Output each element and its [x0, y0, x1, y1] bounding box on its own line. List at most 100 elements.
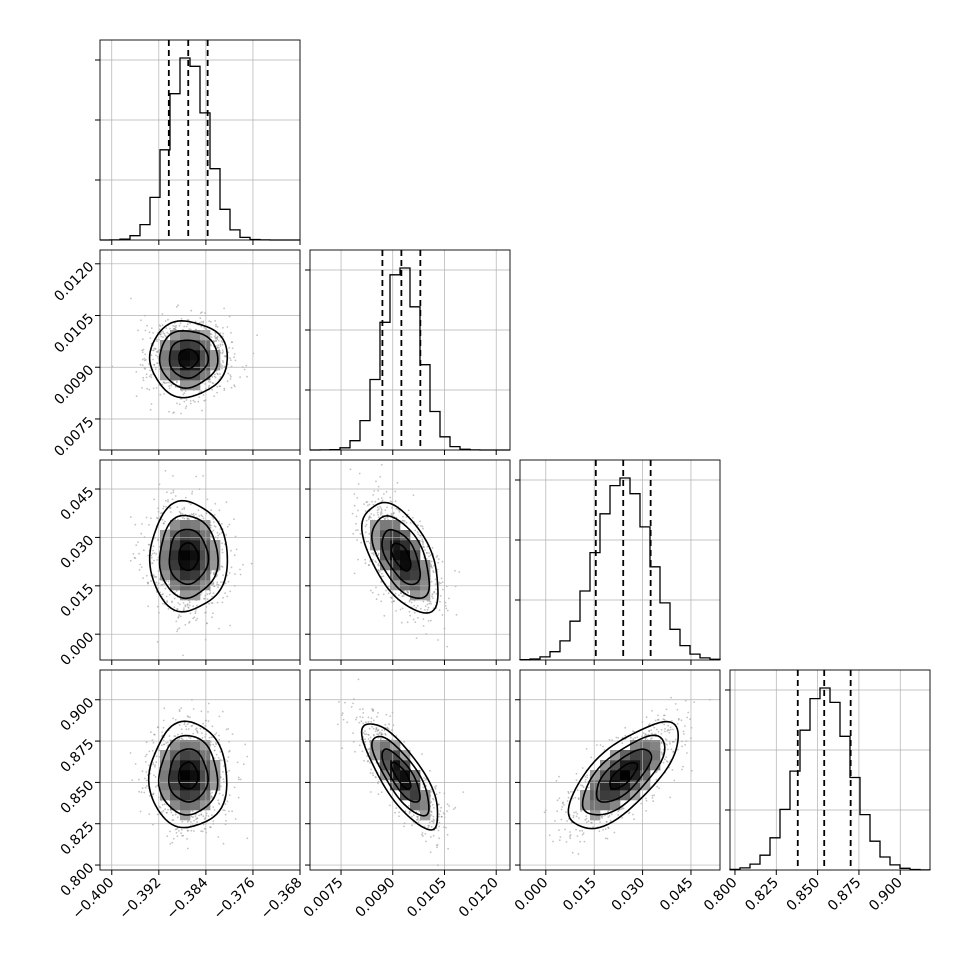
sample-point: [569, 831, 571, 833]
sample-point: [377, 563, 379, 566]
sample-point: [604, 814, 606, 817]
sample-point: [234, 818, 237, 820]
sample-point: [615, 736, 618, 739]
sample-point: [170, 384, 173, 387]
sample-point: [187, 606, 190, 609]
sample-point: [222, 809, 225, 811]
contours-3-2: [567, 720, 680, 830]
sample-point: [196, 817, 199, 819]
sample-point: [221, 542, 224, 545]
sample-point: [558, 829, 560, 831]
sample-point: [217, 836, 220, 838]
sample-point: [163, 707, 166, 710]
sample-point: [430, 811, 433, 813]
sample-point: [171, 819, 174, 822]
sample-point: [427, 620, 430, 622]
sample-point: [196, 617, 199, 620]
histogram-layer: [100, 40, 931, 871]
sample-point: [143, 367, 146, 370]
sample-point: [184, 407, 187, 409]
density-cell: [200, 790, 211, 801]
sample-point: [579, 840, 581, 843]
sample-point: [575, 772, 578, 775]
density-cell: [640, 780, 651, 791]
sample-point: [155, 517, 158, 519]
sample-point: [162, 330, 164, 333]
sample-point: [393, 600, 395, 603]
sample-point: [377, 489, 379, 492]
sample-point: [202, 394, 205, 396]
sample-point: [211, 725, 214, 728]
sample-point: [215, 743, 218, 746]
sample-point: [377, 593, 380, 596]
sample-point: [377, 513, 379, 516]
sample-point: [431, 597, 434, 599]
sample-point: [438, 583, 440, 585]
sample-point: [178, 724, 181, 726]
sample-point: [150, 556, 153, 559]
histogram-2: [519, 477, 721, 661]
sample-point: [171, 601, 173, 604]
sample-point: [142, 379, 145, 382]
sample-point: [177, 616, 180, 619]
sample-point: [441, 560, 444, 563]
sample-point: [448, 597, 450, 600]
sample-point: [211, 382, 214, 384]
sample-point: [153, 733, 155, 736]
sample-point: [362, 712, 365, 714]
density-cell: [420, 800, 431, 811]
sample-point: [432, 818, 435, 821]
density-cell: [370, 530, 381, 541]
sample-point: [433, 591, 435, 594]
sample-point: [213, 514, 216, 516]
sample-point: [408, 812, 411, 815]
density-cell: [210, 360, 221, 371]
sample-point: [186, 604, 189, 607]
sample-point: [181, 738, 184, 740]
sample-point: [417, 533, 420, 535]
sample-point: [645, 734, 648, 736]
sample-point: [428, 821, 431, 824]
sample-point: [677, 717, 680, 720]
sample-point: [565, 811, 567, 814]
sample-point: [580, 810, 583, 812]
sample-point: [422, 540, 424, 543]
sample-point: [198, 515, 201, 517]
sample-point: [417, 815, 419, 818]
sample-point: [428, 825, 431, 827]
sample-point: [151, 552, 154, 555]
sample-point: [187, 607, 190, 609]
sample-point: [215, 336, 217, 339]
sample-point: [645, 797, 647, 800]
sample-point: [412, 618, 415, 621]
sample-point: [213, 757, 216, 760]
sample-point: [575, 815, 578, 818]
sample-point: [428, 552, 430, 554]
sample-point: [155, 581, 158, 584]
sample-point: [169, 506, 171, 509]
sample-point: [390, 597, 393, 600]
sample-point: [599, 744, 602, 746]
sample-point: [164, 808, 167, 811]
sample-point: [226, 771, 229, 773]
sample-point: [200, 830, 203, 833]
sample-point: [212, 820, 215, 822]
sample-point: [390, 512, 393, 515]
sample-point: [567, 792, 570, 795]
contour-3-0-1: [167, 748, 209, 803]
sample-point: [356, 539, 358, 541]
sample-point: [421, 832, 424, 834]
sample-point: [444, 601, 447, 604]
sample-point: [395, 507, 398, 510]
sample-point: [377, 729, 379, 732]
sample-point: [246, 375, 249, 378]
sample-point: [167, 500, 169, 503]
sample-point: [161, 518, 164, 521]
sample-point: [436, 843, 439, 846]
sample-point: [377, 793, 380, 796]
density-cell: [610, 770, 621, 781]
sample-point: [210, 602, 213, 604]
sample-point: [186, 319, 189, 321]
sample-point: [199, 312, 202, 314]
sample-point: [435, 785, 437, 787]
